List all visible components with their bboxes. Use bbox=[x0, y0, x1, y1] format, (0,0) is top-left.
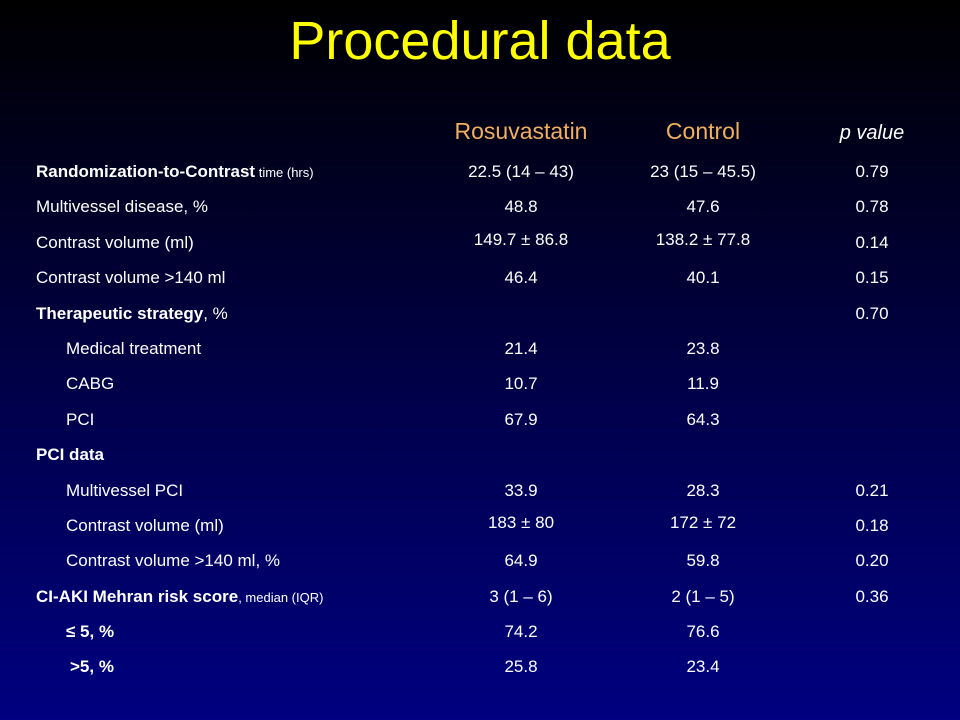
header-rosuvastatin: Rosuvastatin bbox=[454, 118, 588, 144]
cell-rosuvastatin: 3 (1 – 6) bbox=[489, 586, 553, 606]
cell-p-value: 0.15 bbox=[855, 268, 889, 288]
table-row-multivessel-disease: Multivessel disease, % 48.8 47.6 0.78 bbox=[0, 189, 960, 224]
procedural-data-table: Randomization-to-Contrast time (hrs) 22.… bbox=[0, 154, 960, 685]
cell-control: 23.8 bbox=[686, 338, 720, 358]
cell-p-value: 0.21 bbox=[855, 480, 889, 500]
row-label: >5, % bbox=[70, 656, 114, 678]
row-label: Multivessel PCI bbox=[66, 480, 184, 500]
row-label-suffix: , % bbox=[203, 303, 228, 323]
row-label: Contrast volume (ml) bbox=[36, 232, 194, 252]
row-label: Therapeutic strategy, % bbox=[36, 303, 228, 325]
row-label: ≤ 5, % bbox=[66, 621, 114, 643]
table-row-mehran-gt-5: >5, % 25.8 23.4 bbox=[0, 649, 960, 684]
cell-rosuvastatin: 33.9 bbox=[504, 480, 538, 500]
row-label: Multivessel disease, % bbox=[36, 197, 208, 217]
row-label: Contrast volume >140 ml, % bbox=[66, 551, 281, 571]
table-row-therapeutic-strategy: Therapeutic strategy, % 0.70 bbox=[0, 296, 960, 331]
header-control: Control bbox=[665, 118, 741, 144]
cell-control: 59.8 bbox=[686, 551, 720, 571]
cell-p-value: 0.14 bbox=[855, 232, 889, 252]
cell-control: 138.2 ± 77.8 bbox=[655, 229, 751, 249]
cell-p-value: 0.18 bbox=[855, 515, 889, 535]
cell-control: 23 (15 – 45.5) bbox=[650, 162, 756, 181]
cell-rosuvastatin: 183 ± 80 bbox=[487, 512, 555, 532]
cell-control: 76.6 bbox=[686, 622, 720, 642]
cell-control: 11.9 bbox=[687, 374, 719, 394]
cell-rosuvastatin: 74.2 bbox=[504, 622, 538, 642]
slide-title: Procedural data bbox=[289, 11, 671, 71]
cell-rosuvastatin: 46.4 bbox=[504, 268, 538, 288]
table-row-pci-contrast-volume: Contrast volume (ml) 183 ± 80 172 ± 72 0… bbox=[0, 508, 960, 543]
table-row-contrast-volume: Contrast volume (ml) 149.7 ± 86.8 138.2 … bbox=[0, 225, 960, 260]
row-label: Contrast volume (ml) bbox=[66, 515, 224, 535]
header-p-value: p value bbox=[839, 122, 905, 144]
row-label-bold: PCI data bbox=[36, 445, 105, 465]
row-label-bold: >5, % bbox=[70, 657, 114, 677]
row-label: PCI data bbox=[36, 444, 104, 466]
row-label-bold: CI-AKI Mehran risk score bbox=[36, 586, 239, 606]
row-label-suffix: , median (IQR) bbox=[238, 589, 324, 605]
cell-rosuvastatin: 64.9 bbox=[504, 551, 538, 571]
cell-control: 47.6 bbox=[686, 197, 720, 217]
table-row-contrast-volume-over-140: Contrast volume >140 ml 46.4 40.1 0.15 bbox=[0, 260, 960, 295]
table-row-randomization-to-contrast: Randomization-to-Contrast time (hrs) 22.… bbox=[0, 154, 960, 189]
table-row-mehran-le-5: ≤ 5, % 74.2 76.6 bbox=[0, 614, 960, 649]
cell-rosuvastatin: 25.8 bbox=[504, 657, 538, 677]
row-label-suffix: time (hrs) bbox=[255, 165, 314, 180]
cell-control: 40.1 bbox=[686, 268, 720, 288]
table-row-medical-treatment: Medical treatment 21.4 23.8 bbox=[0, 331, 960, 366]
table-row-cabg: CABG 10.7 11.9 bbox=[0, 366, 960, 401]
row-label: Contrast volume >140 ml bbox=[36, 268, 226, 288]
cell-control: 28.3 bbox=[686, 480, 720, 500]
cell-rosuvastatin: 10.7 bbox=[504, 374, 538, 394]
cell-control: 2 (1 – 5) bbox=[671, 586, 735, 606]
cell-p-value: 0.79 bbox=[855, 162, 889, 181]
table-row-pci-contrast-volume-over-140: Contrast volume >140 ml, % 64.9 59.8 0.2… bbox=[0, 543, 960, 578]
cell-rosuvastatin: 22.5 (14 – 43) bbox=[468, 162, 574, 181]
row-label: Medical treatment bbox=[66, 338, 202, 358]
row-label-bold: ≤ 5, % bbox=[66, 622, 115, 642]
row-label: CABG bbox=[66, 374, 115, 394]
cell-rosuvastatin: 67.9 bbox=[504, 409, 538, 429]
row-label-bold: Therapeutic strategy bbox=[36, 303, 204, 323]
cell-rosuvastatin: 21.4 bbox=[504, 338, 538, 358]
row-label-bold: Randomization-to-Contrast bbox=[36, 162, 256, 181]
row-label: CI-AKI Mehran risk score, median (IQR) bbox=[36, 586, 323, 609]
table-row-pci: PCI 67.9 64.3 bbox=[0, 402, 960, 437]
cell-p-value: 0.70 bbox=[855, 303, 889, 323]
row-label: Randomization-to-Contrast time (hrs) bbox=[36, 161, 314, 184]
cell-rosuvastatin: 48.8 bbox=[504, 197, 538, 217]
cell-control: 23.4 bbox=[686, 657, 720, 677]
cell-p-value: 0.78 bbox=[855, 197, 889, 217]
cell-control: 172 ± 72 bbox=[669, 512, 737, 532]
table-row-pci-data: PCI data bbox=[0, 437, 960, 472]
cell-control: 64.3 bbox=[686, 409, 720, 429]
cell-p-value: 0.36 bbox=[855, 586, 889, 606]
table-row-mehran-risk-score: CI-AKI Mehran risk score, median (IQR) 3… bbox=[0, 579, 960, 614]
table-row-multivessel-pci: Multivessel PCI 33.9 28.3 0.21 bbox=[0, 473, 960, 508]
row-label: PCI bbox=[66, 409, 95, 429]
cell-rosuvastatin: 149.7 ± 86.8 bbox=[473, 229, 569, 249]
cell-p-value: 0.20 bbox=[855, 551, 889, 571]
